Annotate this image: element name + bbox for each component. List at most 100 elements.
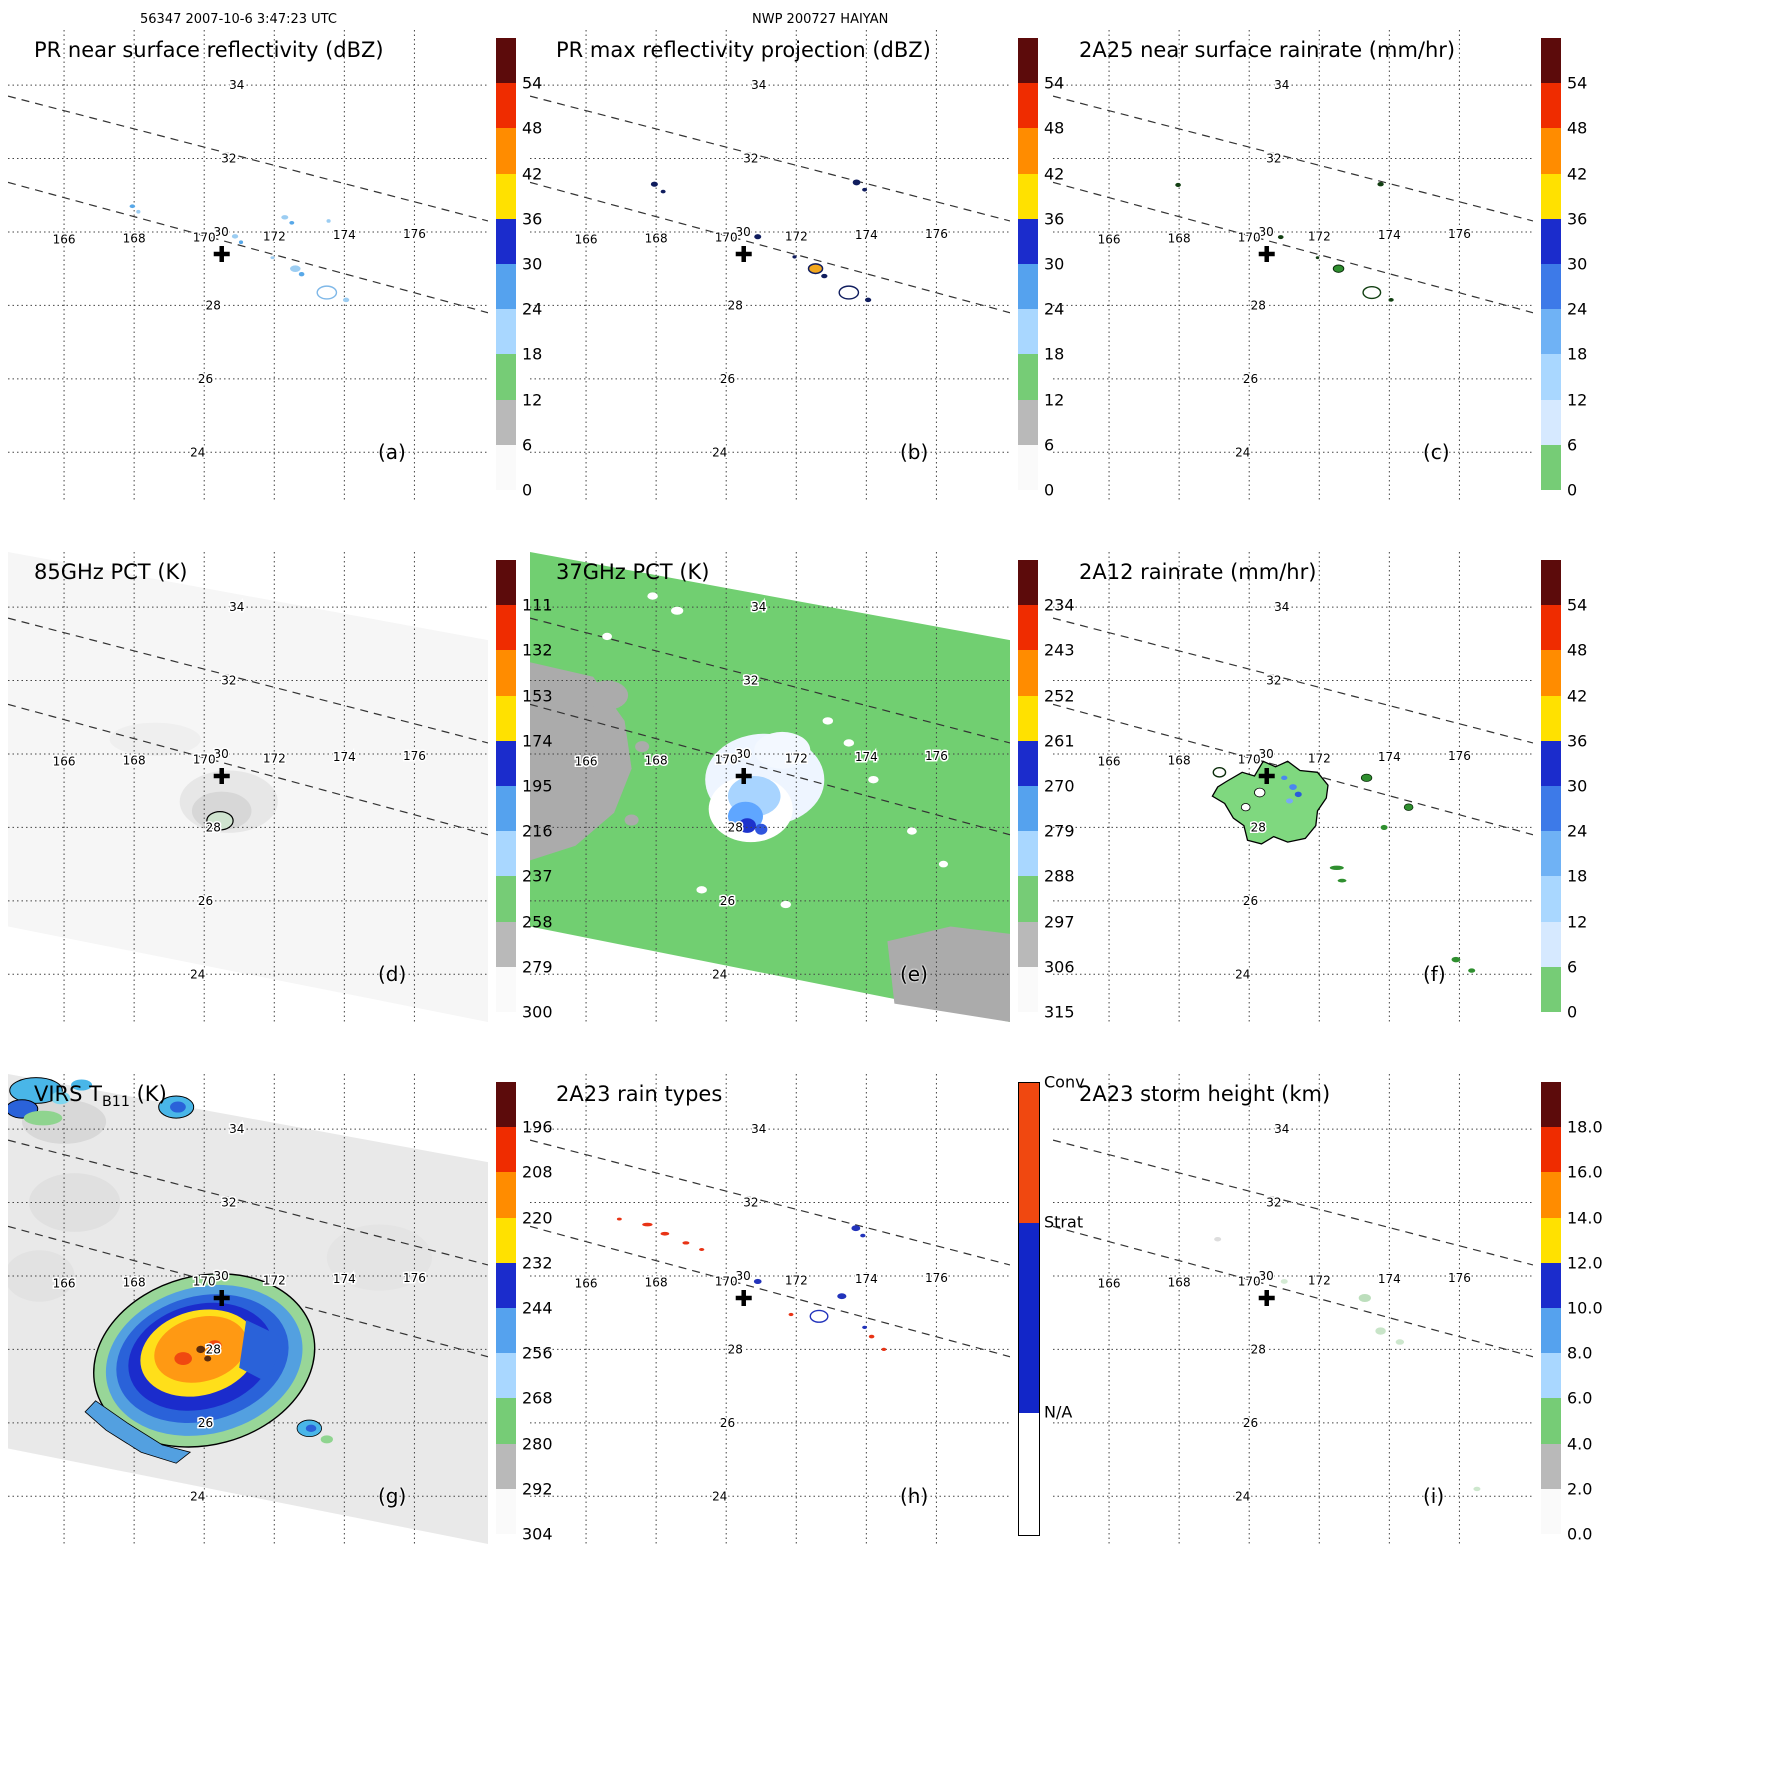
colorbar-segment	[1541, 740, 1561, 787]
panel-letter: (d)	[378, 962, 407, 986]
map-h: 24 26 28 30 32 34 166 168 170 172 174 176	[530, 1074, 1010, 1544]
colorbar-segment	[496, 1217, 516, 1263]
colorbar-segment	[1541, 876, 1561, 922]
map-feature-cell	[821, 273, 828, 279]
colorbar-segment	[1018, 83, 1038, 129]
colorbar-tick-label: 18	[522, 344, 543, 364]
map-feature-cell	[906, 827, 917, 835]
map-feature-cell	[320, 1435, 333, 1444]
map-annotation-layer: 24 26 28 30 32 34 166 168 170 172 174 176	[51, 599, 427, 983]
map-feature-ring	[809, 1309, 829, 1323]
colorbar-tick-label: 24	[522, 299, 543, 319]
latitude-tick-label: 24	[1235, 445, 1250, 459]
latitude-tick-label: 26	[1243, 1416, 1258, 1430]
longitude-tick-label: 168	[1168, 1276, 1191, 1290]
colorbar-tick-label: 300	[522, 1002, 553, 1022]
latitude-tick-label: 32	[1266, 674, 1281, 688]
panel-letter: (g)	[378, 1484, 407, 1508]
latitude-tick-label: 24	[712, 1489, 727, 1503]
colorbar-tick-label: 0	[522, 480, 533, 500]
colorbar-tick-label: 268	[522, 1388, 553, 1408]
latitude-tick-label: 30	[1258, 1269, 1273, 1283]
longitude-tick-label: 174	[855, 1272, 878, 1286]
swath-edge-line	[530, 95, 1010, 222]
panel-letter: (i)	[1423, 1484, 1445, 1508]
latitude-tick-label: 24	[1235, 967, 1250, 981]
map-feature-cell	[290, 265, 301, 272]
colorbar-segment	[496, 876, 516, 922]
panel-title: 85GHz PCT (K)	[34, 560, 188, 584]
longitude-tick-label: 166	[575, 755, 598, 769]
colorbar-tick-label: 24	[1044, 299, 1065, 319]
map-feature-cell	[71, 1079, 93, 1091]
colorbar-tick-label: 306	[1044, 957, 1075, 977]
colorbar-tick-label: 14.0	[1567, 1208, 1603, 1228]
longitude-tick-label: 174	[855, 228, 878, 242]
longitude-tick-label: 176	[925, 749, 948, 763]
map-feature-cell	[852, 179, 861, 186]
map-data-layer	[8, 1077, 333, 1464]
colorbar-segment	[496, 650, 516, 696]
latitude-tick-label: 34	[751, 78, 766, 92]
colorbar-segment	[1541, 921, 1561, 967]
colorbar-tick-label: 304	[522, 1524, 553, 1544]
colorbar-tick-label: 196	[522, 1117, 553, 1137]
colorbar-tick-label: 12	[1567, 390, 1588, 410]
longitude-tick-label: 174	[855, 750, 878, 764]
map-feature-cell	[109, 722, 201, 756]
colorbar-segment	[496, 1398, 516, 1444]
colorbar-tick-label: 48	[1044, 118, 1065, 138]
panel-b: PR max reflectivity projection (dBZ) 24 26…	[530, 30, 1090, 564]
map-data-layer	[1211, 760, 1476, 973]
longitude-tick-label: 168	[1168, 232, 1191, 246]
panel-letter: (b)	[900, 440, 929, 464]
colorbar-segment	[496, 831, 516, 877]
latitude-tick-label: 34	[1274, 600, 1289, 614]
colorbar-tick-label: 315	[1044, 1002, 1075, 1022]
map-feature-ring	[316, 285, 338, 300]
map-feature-cell	[1377, 182, 1384, 187]
colorbar-segment	[1541, 966, 1561, 1013]
colorbar-tick-label: 244	[522, 1298, 553, 1318]
colorbar-segment	[1541, 560, 1561, 606]
map-feature-cell	[1214, 1237, 1222, 1242]
map-feature-cell	[1280, 1279, 1288, 1284]
map-grid-layer	[530, 30, 1010, 500]
map-feature-cell	[1277, 235, 1284, 240]
colorbar-segment	[1541, 444, 1561, 491]
longitude-tick-label: 172	[263, 229, 286, 243]
colorbar-segment	[1018, 309, 1038, 355]
map-feature-cell	[851, 1225, 861, 1232]
panel-f: 2A12 rainrate (mm/hr) 24 26 28 30 32 34 166 168 1…	[1053, 552, 1613, 1086]
colorbar-tick-label: 153	[522, 686, 553, 706]
latitude-tick-label: 34	[1274, 78, 1289, 92]
longitude-tick-label: 172	[263, 751, 286, 765]
map-feature-cell	[342, 297, 350, 303]
latitude-tick-label: 34	[229, 1122, 244, 1136]
colorbar	[1541, 38, 1561, 491]
colorbar-segment	[496, 921, 516, 967]
colorbar-segment	[496, 695, 516, 741]
map-feature-cell	[1358, 1293, 1371, 1303]
latitude-tick-label: 34	[1274, 1122, 1289, 1136]
colorbar-segment	[496, 1353, 516, 1399]
longitude-tick-label: 170	[1238, 230, 1261, 244]
colorbar-segment	[1541, 605, 1561, 651]
colorbar-segment	[1018, 966, 1038, 1013]
map-annotation-layer: 24 26 28 30 32 34 166 168 170 172 174 176	[573, 599, 949, 983]
latitude-tick-label: 26	[198, 894, 213, 908]
colorbar-tick-label: 42	[1567, 164, 1588, 184]
map-feature-cell	[660, 1231, 670, 1236]
map-feature-cell	[8, 1250, 75, 1302]
colorbar-tick-label: 48	[1567, 118, 1588, 138]
map-feature-ring	[1362, 285, 1382, 300]
map-feature-cell	[862, 1325, 868, 1330]
map-data-layer	[650, 179, 872, 303]
longitude-tick-label: 166	[53, 755, 76, 769]
panel-title-subscript: B11	[101, 1094, 130, 1111]
map-feature-cell	[23, 1110, 63, 1126]
latitude-tick-label: 26	[720, 1416, 735, 1430]
longitude-tick-label: 168	[123, 754, 146, 768]
colorbar-segment	[496, 1082, 516, 1128]
map-feature-cell	[1294, 791, 1302, 798]
